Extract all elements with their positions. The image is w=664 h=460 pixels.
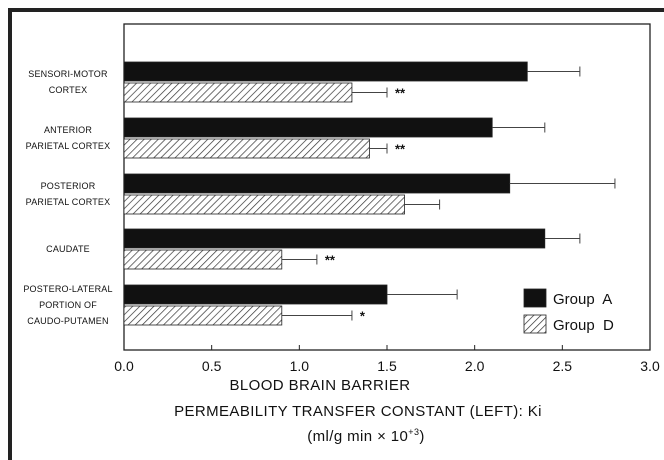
bar-s0-c2: [123, 173, 511, 194]
bar-s0-c4: [123, 284, 388, 305]
category-label-0: SENSORI-MOTOR CORTEX: [28, 66, 107, 98]
category-label-line: SENSORI-MOTOR: [28, 69, 108, 79]
legend-swatch-1: [523, 314, 547, 334]
category-label-3: CAUDATE: [46, 241, 90, 257]
x-tick-label-0: 0.0: [114, 358, 134, 374]
legend-label-1: Group D: [553, 317, 614, 334]
x-tick-label-1: 0.5: [202, 358, 222, 374]
category-label-line: PARIETAL CORTEX: [25, 197, 111, 207]
category-label-line: CAUDO-PUTAMEN: [27, 316, 109, 326]
legend-label-0: Group A: [553, 291, 612, 308]
legend-swatch-0: [523, 288, 547, 308]
significance-s1-c1: **: [395, 142, 406, 157]
bar-s0-c0: [123, 61, 528, 82]
x-tick-label-5: 2.5: [553, 358, 573, 374]
category-label-line: CAUDATE: [46, 244, 90, 254]
x-axis-title-line-2: PERMEABILITY TRANSFER CONSTANT (LEFT): K…: [174, 403, 542, 420]
category-label-2: POSTERIOR PARIETAL CORTEX: [26, 178, 111, 210]
category-label-4: POSTERO-LATERAL PORTION OF CAUDO-PUTAMEN: [23, 281, 112, 329]
category-label-line: PARIETAL CORTEX: [25, 141, 111, 151]
bar-s1-c4: [123, 305, 283, 326]
category-label-line: ANTERIOR: [43, 125, 93, 135]
x-axis-units-text: (ml/g min × 10: [307, 428, 409, 445]
x-tick-label-6: 3.0: [640, 358, 660, 374]
x-axis-title-units: (ml/g min × 10+3): [307, 427, 425, 445]
significance-s1-c0: **: [395, 86, 406, 101]
category-label-line: PORTION OF: [39, 300, 97, 310]
x-axis-units-exponent: +3: [408, 427, 420, 437]
x-tick-label-2: 1.0: [290, 358, 310, 374]
bar-s1-c3: [123, 249, 283, 270]
bar-s1-c2: [123, 194, 405, 215]
bar-s1-c0: [123, 82, 353, 103]
x-axis: 0.0 0.5 1.0 1.5 2.0 2.5 3.0: [114, 345, 660, 374]
significance-s1-c4: *: [360, 309, 366, 324]
figure-frame: [8, 8, 664, 460]
significance-s1-c3: **: [325, 253, 336, 268]
bar-chart: ******* 0.0 0.5 1.0 1.5 2.0 2.5 3.0 Group AGro…: [114, 23, 660, 374]
x-tick-label-4: 2.0: [465, 358, 485, 374]
category-label-1: ANTERIOR PARIETAL CORTEX: [26, 122, 111, 154]
category-label-line: POSTERIOR: [40, 181, 96, 191]
bar-group: *******: [123, 61, 616, 326]
legend: Group A Group D: [523, 288, 614, 334]
bar-s0-c1: [123, 117, 493, 138]
category-label-line: CORTEX: [48, 85, 88, 95]
x-axis-title-line-1: BLOOD BRAIN BARRIER: [229, 377, 411, 394]
x-tick-label-3: 1.5: [377, 358, 397, 374]
bar-s1-c1: [123, 138, 370, 159]
x-axis-units-close: ): [419, 428, 425, 445]
bar-s0-c3: [123, 228, 546, 249]
category-label-line: POSTERO-LATERAL: [23, 284, 113, 294]
